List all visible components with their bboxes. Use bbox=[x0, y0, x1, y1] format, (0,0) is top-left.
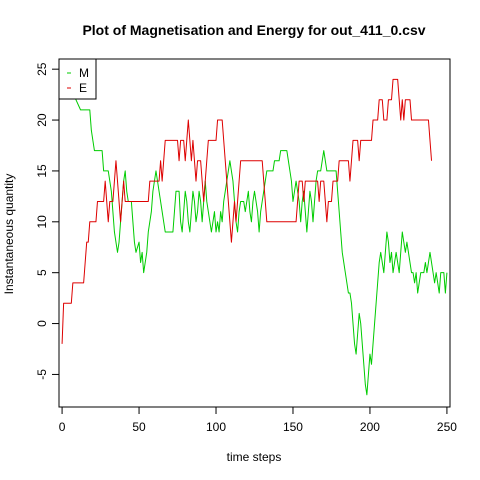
y-tick-label: 25 bbox=[35, 62, 49, 76]
y-tick-label: 15 bbox=[35, 164, 49, 178]
x-tick-label: 200 bbox=[360, 420, 380, 434]
y-axis: -5 0 5 10 15 20 25 bbox=[35, 62, 60, 380]
legend-label-e: E bbox=[79, 81, 87, 95]
x-tick-label: 100 bbox=[206, 420, 226, 434]
x-tick-label: 0 bbox=[59, 420, 66, 434]
series-line-e bbox=[61, 78, 433, 344]
y-axis-label: Instantaneous quantity bbox=[2, 174, 16, 295]
series-line-m bbox=[61, 68, 448, 396]
series-group bbox=[61, 68, 448, 396]
legend: ME bbox=[58, 58, 97, 100]
x-axis-label: time steps bbox=[227, 450, 282, 464]
x-tick-label: 250 bbox=[437, 420, 457, 434]
legend-label-m: M bbox=[79, 66, 89, 80]
y-tick-label: 0 bbox=[35, 320, 49, 327]
legend-box bbox=[58, 58, 97, 100]
x-axis: 0 50 100 150 200 250 bbox=[59, 406, 457, 434]
y-tick-label: 5 bbox=[35, 269, 49, 276]
x-tick-label: 50 bbox=[132, 420, 146, 434]
chart-title: Plot of Magnetisation and Energy for out… bbox=[82, 22, 425, 38]
y-tick-label: 20 bbox=[35, 113, 49, 127]
y-tick-label: -5 bbox=[35, 369, 49, 380]
x-tick-label: 150 bbox=[283, 420, 303, 434]
y-tick-label: 10 bbox=[35, 215, 49, 229]
